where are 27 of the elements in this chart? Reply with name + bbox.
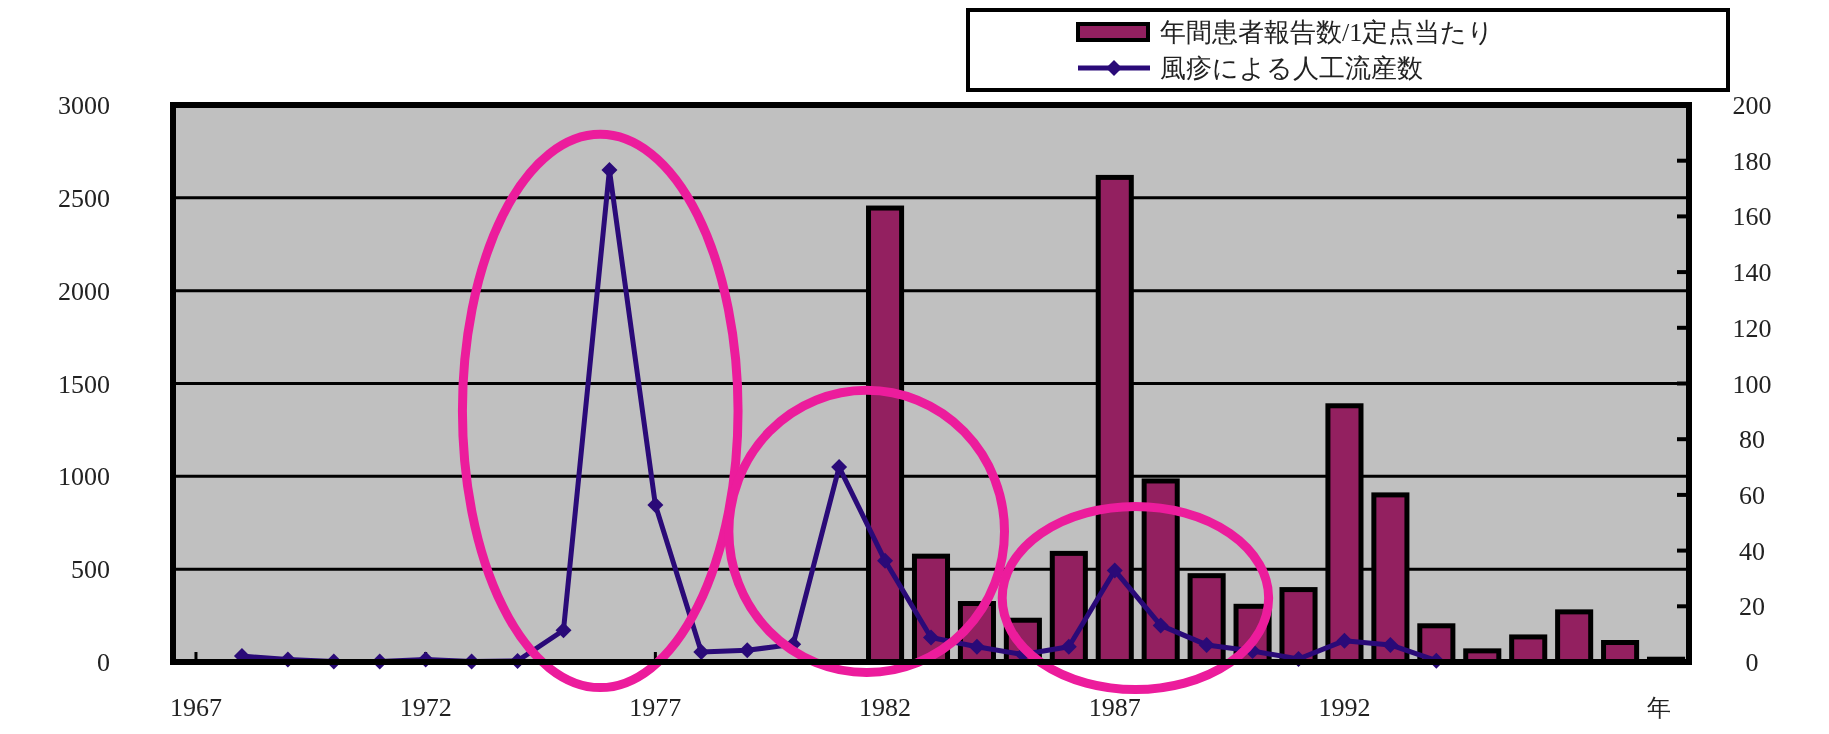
y2-tick-label: 140: [1732, 258, 1772, 288]
y-tick-label: 2500: [58, 183, 110, 213]
x-tick-label: 1972: [399, 693, 452, 722]
y2-tick-label: 180: [1732, 146, 1772, 176]
y-tick-label: 1500: [58, 369, 110, 399]
x-tick-label: 1992: [1318, 693, 1371, 722]
y2-tick-label: 200: [1732, 91, 1772, 120]
y-tick-label: 3000: [58, 91, 110, 120]
legend-label: 年間患者報告数/1定点当たり: [1160, 18, 1495, 47]
y2-tick-label: 0: [1745, 648, 1759, 677]
x-tick-label: 1987: [1088, 693, 1141, 722]
y2-tick-label: 160: [1732, 202, 1772, 232]
y2-tick-label: 80: [1739, 425, 1765, 455]
x-tick-label: 1982: [859, 693, 912, 722]
y-tick-label: 500: [71, 555, 110, 585]
y-tick-label: 2000: [58, 276, 110, 306]
y2-tick-label: 100: [1732, 369, 1772, 399]
y2-tick-label: 20: [1739, 592, 1765, 622]
x-tick-label: 1977: [629, 693, 682, 722]
y2-tick-label: 120: [1732, 313, 1772, 343]
y2-tick-label: 60: [1739, 480, 1765, 510]
y-tick-label: 0: [97, 648, 110, 677]
y-tick-label: 1000: [58, 462, 110, 492]
x-axis-title: 年: [1647, 695, 1671, 721]
x-tick-label: 1967: [169, 693, 222, 722]
y2-tick-label: 40: [1739, 536, 1765, 566]
legend-label: 風疹による人工流産数: [1160, 54, 1423, 83]
